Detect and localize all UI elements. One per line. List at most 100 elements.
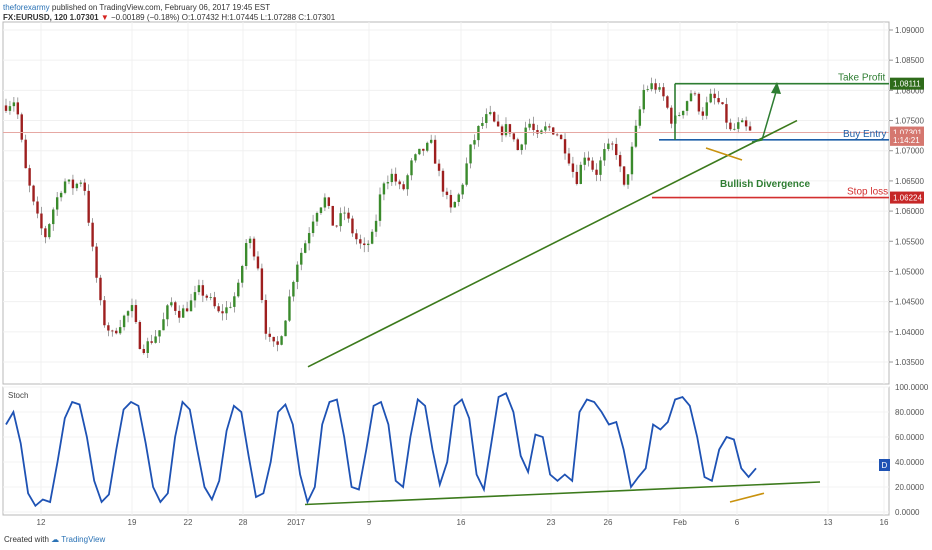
candle-body xyxy=(611,143,614,145)
candle-body xyxy=(567,153,571,164)
candle-body xyxy=(445,191,449,195)
change-value: −0.00189 (−0.18%) xyxy=(111,13,180,22)
y-tick-label: 1.08500 xyxy=(895,56,924,65)
candle-body xyxy=(12,102,16,107)
x-tick-label: 19 xyxy=(128,518,137,527)
x-tick-label: 9 xyxy=(367,518,372,527)
candle-body xyxy=(492,112,496,122)
candle-body xyxy=(520,144,523,151)
candle-body xyxy=(370,231,374,244)
candle-body xyxy=(678,115,681,116)
candle-body xyxy=(559,134,563,140)
y-tick-label: 1.07000 xyxy=(895,147,924,156)
y-tick-label: 1.06500 xyxy=(895,177,924,186)
candle-body xyxy=(689,93,693,102)
candle-body xyxy=(134,305,138,323)
candle-body xyxy=(426,142,429,151)
candle-body xyxy=(603,149,606,161)
stoch-pane[interactable]: Stoch xyxy=(2,386,890,516)
candle-body xyxy=(536,130,539,134)
candle-body xyxy=(548,126,551,128)
candle-body xyxy=(622,166,626,185)
x-tick-label: 26 xyxy=(604,518,613,527)
last-price-tag: 1.07301 xyxy=(893,129,922,138)
level-label: Take Profit xyxy=(838,73,885,84)
candle-body xyxy=(75,183,79,189)
candle-body xyxy=(217,306,220,312)
candle-body xyxy=(579,164,582,184)
candle-body xyxy=(87,190,90,223)
candle-body xyxy=(288,296,291,321)
candle-body xyxy=(40,213,43,229)
candle-body xyxy=(575,171,579,184)
candle-body xyxy=(107,325,110,331)
candle-body xyxy=(599,160,602,175)
candle-body xyxy=(666,96,669,108)
candle-body xyxy=(252,238,256,257)
price-pane[interactable]: Take Profit Buy Entry Stop loss Bullish Di… xyxy=(2,21,890,385)
candle-body xyxy=(20,114,23,140)
candle-body xyxy=(8,106,12,111)
candle-body xyxy=(626,174,630,185)
candle-body xyxy=(300,252,303,265)
tradingview-brand-link[interactable]: TradingView xyxy=(61,535,106,544)
candle-body xyxy=(280,336,283,345)
candle-body xyxy=(504,124,508,136)
stoch-line xyxy=(5,392,757,508)
candle-body xyxy=(642,89,645,110)
y-tick-label: 1.05000 xyxy=(895,267,924,276)
countdown-tag: 1:14:21 xyxy=(893,136,920,145)
candle-body xyxy=(544,126,547,131)
candle-body xyxy=(398,181,401,185)
candle-body xyxy=(170,302,173,306)
candle-body xyxy=(508,124,512,134)
candle-body xyxy=(429,139,433,143)
candle-body xyxy=(355,233,358,240)
level-label: Buy Entry xyxy=(843,129,886,140)
candle-body xyxy=(638,109,642,126)
stoch-tick-label: 60.0000 xyxy=(895,433,924,442)
candle-body xyxy=(615,143,618,156)
stoch-badge-bg xyxy=(879,459,890,471)
candle-body xyxy=(744,120,748,127)
candle-body xyxy=(91,222,94,247)
countdown-tag-bg xyxy=(890,133,924,146)
candle-body xyxy=(465,163,468,185)
candle-body xyxy=(16,102,20,115)
candle-body xyxy=(52,209,55,225)
candle-body xyxy=(449,194,453,208)
stoch-trendline[interactable] xyxy=(304,481,821,506)
candle-body xyxy=(83,182,86,191)
candle-body xyxy=(591,160,594,170)
candle-body xyxy=(292,281,295,297)
candle-body xyxy=(650,83,653,90)
candle-body xyxy=(630,146,634,175)
stoch-axis[interactable]: 100.0000 80.0000 60.0000 40.0000 20.0000 0.00… xyxy=(895,383,929,517)
candle-body xyxy=(55,197,59,210)
stoch-tick-label: 100.0000 xyxy=(895,383,929,392)
publish-line: theforexarmy published on TradingView.co… xyxy=(3,3,270,12)
author-link[interactable]: theforexarmy xyxy=(3,3,50,12)
candle-body xyxy=(390,173,394,183)
candle-body xyxy=(36,201,39,214)
candle-body xyxy=(516,139,519,151)
stoch-title: Stoch xyxy=(8,391,28,400)
candle-body xyxy=(146,341,149,353)
candle-body xyxy=(701,111,705,116)
ohlc-values: O:1.07432 H:1.07445 L:1.07288 C:1.07301 xyxy=(181,13,336,22)
candle-body xyxy=(685,101,689,111)
candle-body xyxy=(244,243,248,266)
candle-body xyxy=(142,348,145,353)
target-arrow[interactable] xyxy=(751,91,777,143)
candle-body xyxy=(118,327,122,334)
stoch-tick-label: 20.0000 xyxy=(895,483,924,492)
price-axis[interactable]: 1.09000 1.08500 1.08000 1.07500 1.07000 1.065… xyxy=(889,26,924,367)
time-axis[interactable]: 12 19 22 28 2017 9 16 23 26 Feb 6 13 16 xyxy=(37,518,889,527)
candle-body xyxy=(260,268,264,301)
candle-body xyxy=(512,133,516,140)
price-trendline[interactable] xyxy=(307,119,798,368)
candle-body xyxy=(193,292,197,301)
candle-body xyxy=(524,127,527,145)
candle-body xyxy=(382,183,386,195)
